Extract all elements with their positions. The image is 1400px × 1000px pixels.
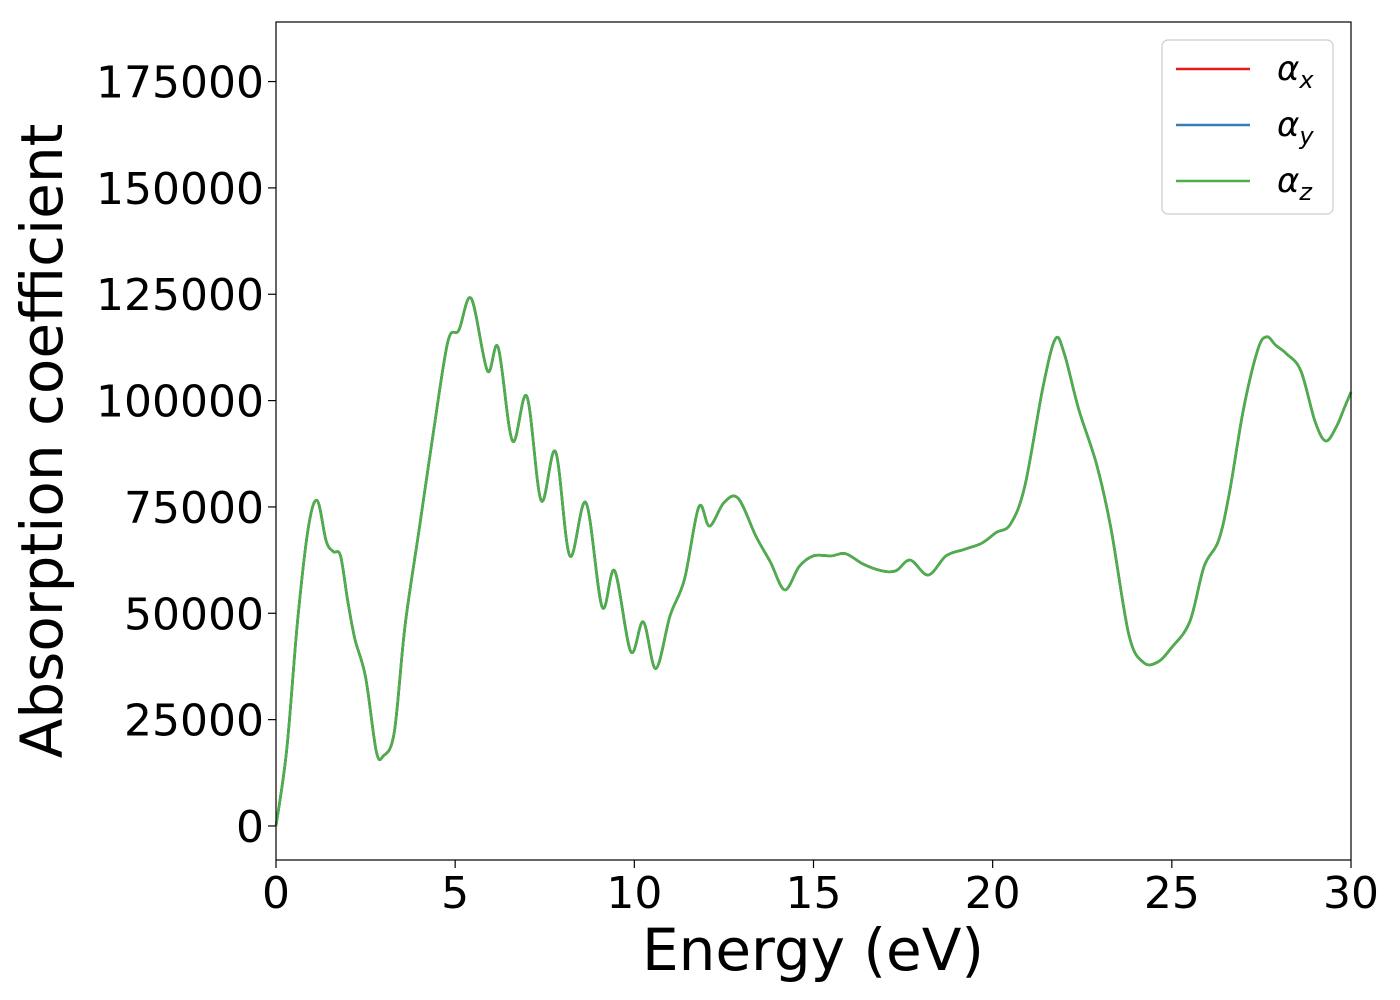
plot-frame xyxy=(275,21,1352,861)
y-tick-label: 125000 xyxy=(96,270,264,321)
y-tick-label: 75000 xyxy=(124,483,264,534)
legend-label: αy xyxy=(1277,105,1314,150)
x-tick-label: 20 xyxy=(965,868,1021,919)
legend-symbol: α xyxy=(1277,49,1299,89)
legend-symbol: α xyxy=(1277,161,1299,201)
x-tick-label: 10 xyxy=(606,868,662,919)
legend-label: αz xyxy=(1277,161,1313,206)
series-line-alpha-z xyxy=(274,296,1353,827)
x-tick-label: 30 xyxy=(1323,868,1379,919)
x-axis: 0 5 10 15 20 25 30 xyxy=(262,860,1379,919)
y-tick-label: 150000 xyxy=(96,164,264,215)
x-tick-label: 0 xyxy=(262,868,290,919)
legend-symbol: α xyxy=(1277,105,1299,145)
y-tick-label: 25000 xyxy=(124,696,264,747)
y-axis: 0 25000 50000 75000 100000 125000 150000 175000 xyxy=(96,58,276,853)
legend-label: αx xyxy=(1277,49,1314,94)
legend-subscript: z xyxy=(1298,178,1313,206)
y-tick-label: 50000 xyxy=(124,589,264,640)
legend-subscript: x xyxy=(1298,66,1314,94)
y-tick-label: 100000 xyxy=(96,377,264,428)
x-tick-label: 5 xyxy=(441,868,469,919)
x-axis-title: Energy (eV) xyxy=(642,916,984,984)
legend-box xyxy=(1161,39,1334,215)
x-tick-label: 25 xyxy=(1144,868,1200,919)
y-tick-label: 175000 xyxy=(96,58,264,109)
series-layer xyxy=(274,296,1353,827)
x-tick-label: 15 xyxy=(786,868,842,919)
y-tick-label: 0 xyxy=(236,802,264,853)
legend-subscript: y xyxy=(1298,122,1314,150)
y-axis-title: Absorption coefficient xyxy=(8,124,76,759)
